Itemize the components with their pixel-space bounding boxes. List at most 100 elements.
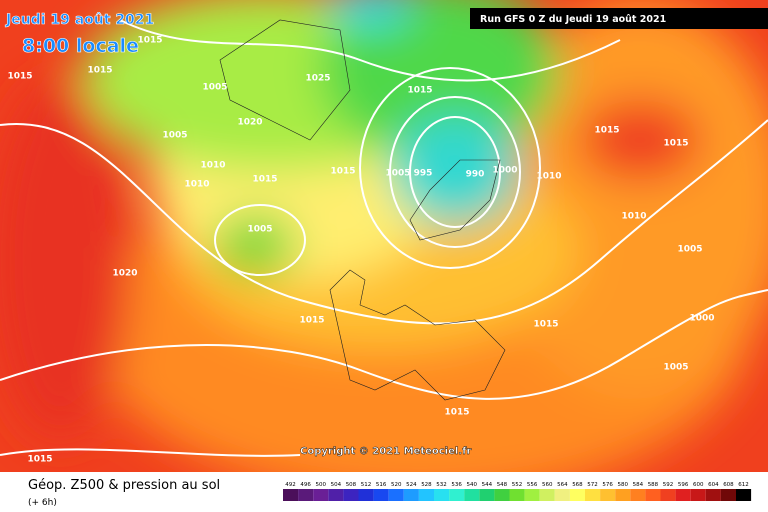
scale-cell <box>343 489 359 501</box>
run-label: Run GFS 0 Z du Jeudi 19 août 2021 <box>480 14 666 25</box>
scale-label: 552 <box>512 482 523 488</box>
isobar-label: 1015 <box>27 455 52 465</box>
isobar-label: 1015 <box>533 320 558 330</box>
scale-label: 520 <box>391 482 402 488</box>
color-scale: 492 496 500 504 508 512 516 520 524 528 532 536 540 5… <box>283 482 752 501</box>
scale-cell <box>524 489 540 501</box>
scale-label: 576 <box>602 482 613 488</box>
isobar-label: 1015 <box>330 167 355 177</box>
scale-label: 500 <box>316 482 327 488</box>
scale-label: 568 <box>572 482 583 488</box>
scale-label: 532 <box>436 482 447 488</box>
scale-label: 608 <box>723 482 734 488</box>
isobar-label: 1015 <box>7 72 32 82</box>
scale-cell <box>539 489 555 501</box>
isobar-label: 990 <box>466 170 485 180</box>
copyright: Copyright © 2021 Meteociel.fr <box>300 446 471 457</box>
scale-label: 564 <box>557 482 568 488</box>
scale-label: 496 <box>300 482 311 488</box>
scale-label: 536 <box>451 482 462 488</box>
scale-cell <box>418 489 434 501</box>
scale-label: 600 <box>693 482 704 488</box>
isobar-label: 1015 <box>663 139 688 149</box>
scale-label: 572 <box>587 482 598 488</box>
footer-subtitle: (+ 6h) <box>28 498 57 508</box>
scale-cell <box>600 489 616 501</box>
footer-title: Géop. Z500 & pression au sol <box>28 478 220 493</box>
scale-cell <box>554 489 570 501</box>
scale-cell <box>569 489 585 501</box>
scale-label: 588 <box>648 482 659 488</box>
isobar-label: 1010 <box>536 172 561 182</box>
scale-cell <box>585 489 601 501</box>
scale-cell <box>630 489 646 501</box>
isobar-label: 1005 <box>385 169 410 179</box>
isobar-label: 1015 <box>407 86 432 96</box>
scale-label: 580 <box>618 482 629 488</box>
isobar-label: 995 <box>414 169 433 179</box>
isobar-label: 1015 <box>137 36 162 46</box>
scale-label: 556 <box>527 482 538 488</box>
scale-label: 492 <box>285 482 296 488</box>
coastlines <box>219 19 506 401</box>
isobar-label: 1000 <box>492 166 517 176</box>
time: 8:00 locale <box>22 35 139 57</box>
isobar-label: 1005 <box>663 363 688 373</box>
isobar-label: 1005 <box>202 83 227 93</box>
scale-cell <box>388 489 404 501</box>
isobar-label: 1010 <box>200 161 225 171</box>
isobar-label: 1020 <box>112 269 137 279</box>
scale-label: 508 <box>346 482 357 488</box>
scale-label: 596 <box>678 482 689 488</box>
isobar-label: 1005 <box>247 225 272 235</box>
scale-label: 528 <box>421 482 432 488</box>
date: Jeudi 19 août 2021 <box>5 12 154 28</box>
scale-cell <box>736 489 752 501</box>
scale-cell <box>615 489 631 501</box>
scale-cell <box>328 489 344 501</box>
scale-label: 524 <box>406 482 417 488</box>
isobar-label: 1015 <box>299 316 324 326</box>
isobar-label: 1015 <box>594 126 619 136</box>
scale-cell <box>675 489 691 501</box>
isobar-label: 1005 <box>677 245 702 255</box>
isobar-label: 1025 <box>305 74 330 84</box>
scale-cell <box>660 489 676 501</box>
scale-cell <box>283 489 299 501</box>
field <box>0 0 768 472</box>
scale-cell <box>645 489 661 501</box>
scale-label: 544 <box>482 482 493 488</box>
scale-label: 592 <box>663 482 674 488</box>
isobar-label: 1010 <box>184 180 209 190</box>
scale-cell <box>298 489 314 501</box>
isobars <box>0 19 768 457</box>
scale-cell <box>434 489 450 501</box>
isobar-label: 1005 <box>162 131 187 141</box>
isobar-label: 1000 <box>689 314 714 324</box>
scale-label: 604 <box>708 482 719 488</box>
scale-label: 612 <box>738 482 749 488</box>
scale-cell <box>509 489 525 501</box>
run-banner <box>470 8 768 29</box>
isobar-label: 1015 <box>252 175 277 185</box>
scale-cell <box>403 489 419 501</box>
isobar-label: 1015 <box>87 66 112 76</box>
isobar-label: 1015 <box>444 408 469 418</box>
scale-cell <box>479 489 495 501</box>
scale-cell <box>313 489 329 501</box>
scale-cell <box>373 489 389 501</box>
scale-cell <box>449 489 465 501</box>
scale-label: 584 <box>633 482 644 488</box>
scale-cell <box>705 489 721 501</box>
isobar-label: 1020 <box>237 118 262 128</box>
scale-label: 540 <box>467 482 478 488</box>
scale-cell <box>720 489 736 501</box>
scale-label: 548 <box>497 482 508 488</box>
scale-cell <box>690 489 706 501</box>
scale-label: 516 <box>376 482 387 488</box>
scale-cell <box>358 489 374 501</box>
isobar-labels: 1015 1015 1015 1005 1025 1005 1020 1010 1010 1015… <box>7 36 714 465</box>
scale-label: 504 <box>331 482 342 488</box>
